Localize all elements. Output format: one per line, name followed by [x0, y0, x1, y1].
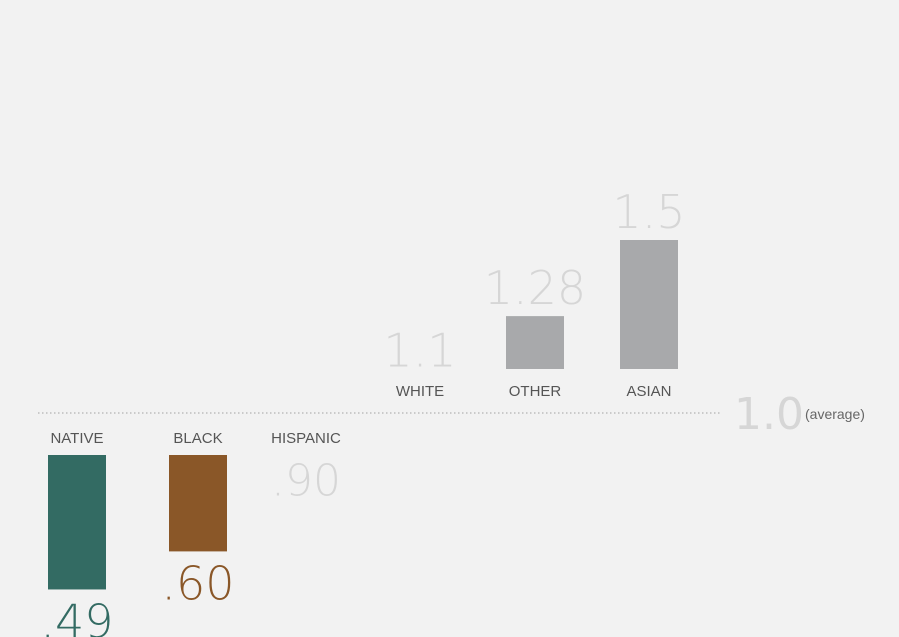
value-label-white: 1.1 [383, 323, 456, 377]
value-label-native: .49 [40, 594, 113, 637]
category-label-black: BLACK [173, 430, 222, 447]
value-label-black: .60 [161, 556, 234, 610]
bar-other [506, 316, 564, 369]
category-label-hispanic: HISPANIC [271, 430, 341, 447]
category-label-other: OTHER [509, 383, 562, 400]
value-label-hispanic: .90 [271, 456, 341, 507]
bar-native [48, 455, 106, 590]
category-label-native: NATIVE [50, 430, 103, 447]
bars-layer: NATIVE .49 BLACK .60 HISPANIC .90 WHITE 1.1 OTHE… [40, 185, 685, 637]
value-label-asian: 1.5 [612, 185, 685, 239]
average-baseline-note: (average) [805, 406, 865, 422]
category-label-white: WHITE [396, 383, 444, 400]
bar-asian [620, 240, 678, 369]
category-label-asian: ASIAN [626, 383, 671, 400]
value-label-other: 1.28 [484, 261, 586, 315]
average-baseline-value: 1.0 [734, 389, 804, 440]
bar-black [169, 455, 227, 552]
